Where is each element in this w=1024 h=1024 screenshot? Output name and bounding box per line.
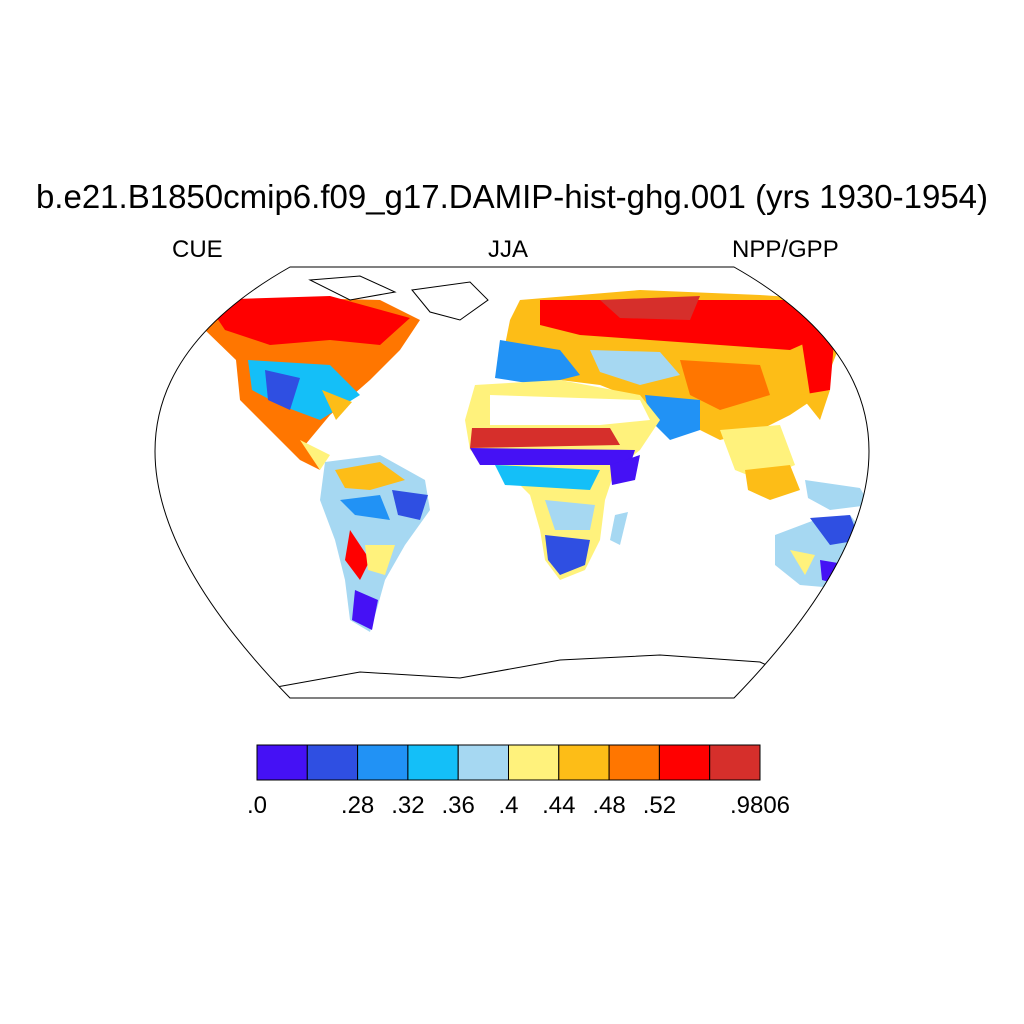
- colorbar-tick-label: .28: [341, 792, 374, 819]
- colorbar-tick-label: .32: [391, 792, 424, 819]
- colorbar-tick-label: .0: [247, 792, 267, 819]
- units-label: NPP/GPP: [732, 236, 839, 263]
- africa-landmass: [465, 380, 660, 580]
- colorbar-swatch-5: [508, 744, 560, 781]
- colorbar-tick-label: .4: [498, 792, 518, 819]
- map-border: [154, 266, 870, 699]
- colorbar-tick-label: .48: [592, 792, 625, 819]
- southeast-asia-islands: [745, 465, 869, 510]
- colorbar-tick-label: .52: [643, 792, 676, 819]
- south-america-landmass: [320, 455, 430, 632]
- north-america-landmass: [196, 275, 489, 470]
- colorbar-swatch-6: [558, 744, 610, 781]
- colorbar-swatch-2: [357, 744, 409, 781]
- colorbar-tick-label: .9806: [730, 792, 790, 819]
- season-label: JJA: [488, 236, 529, 263]
- colorbar-tick-label: .44: [542, 792, 575, 819]
- map-title: b.e21.B1850cmip6.f09_g17.DAMIP-hist-ghg.…: [35, 178, 989, 215]
- colorbar-swatch-0: [256, 744, 308, 781]
- colorbar-swatch-3: [407, 744, 459, 781]
- eurasia-landmass: [495, 290, 840, 480]
- antarctica-outline: [259, 654, 821, 691]
- colorbar-swatch-4: [457, 744, 510, 781]
- colorbar-tick-label: .36: [442, 792, 475, 819]
- colorbar-swatch-1: [306, 744, 359, 781]
- colorbar-swatch-7: [608, 744, 660, 781]
- variable-label: CUE: [172, 236, 223, 263]
- colorbar-swatch-9: [709, 744, 761, 781]
- colorbar-swatch-8: [658, 744, 711, 781]
